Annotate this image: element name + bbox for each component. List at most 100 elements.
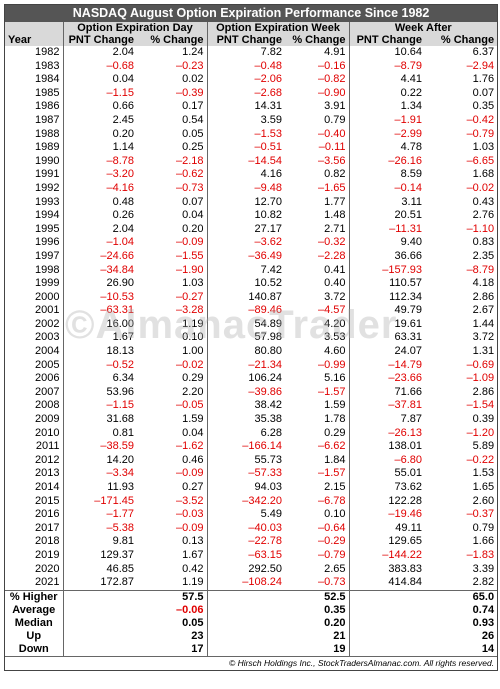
data-row: 2012 14.20 0.46 55.73 1.84 –6.80 –0.22 — [5, 453, 497, 468]
value: 5.16 — [324, 372, 346, 385]
value: 0.81 — [62, 426, 137, 441]
value: 46.85 — [62, 562, 137, 577]
value: –89.46 — [206, 304, 285, 318]
value: –3.52 — [175, 494, 204, 507]
value: –1.15 — [62, 399, 137, 414]
year: 1984 — [35, 73, 60, 86]
value: 0.79 — [324, 113, 346, 126]
value: –0.39 — [175, 86, 204, 99]
summary-row: Up 23 21 26 — [5, 629, 497, 643]
summary-label: Up — [26, 629, 42, 642]
value: –8.78 — [62, 154, 137, 169]
blank — [348, 589, 425, 604]
summary-value: 0.93 — [472, 616, 495, 629]
value: 1.67 — [182, 548, 204, 561]
value: 4.41 — [348, 73, 425, 87]
value: –3.20 — [62, 168, 137, 182]
group-header: Option Expiration Week — [206, 22, 349, 34]
data-row: 2000 –10.53 –0.27 140.87 3.72 112.34 2.86 — [5, 290, 497, 305]
summary-value: 0.35 — [324, 603, 346, 616]
data-row: 1982 2.04 1.24 7.82 4.91 10.64 6.37 — [5, 46, 497, 60]
data-row: 1983 –0.68 –0.23 –0.48 –0.16 –8.79 –2.94 — [5, 59, 497, 74]
data-row: 2016 –1.77 –0.03 5.49 0.10 –19.46 –0.37 — [5, 508, 497, 522]
blank — [62, 616, 137, 630]
value: –3.34 — [62, 467, 137, 481]
value: 35.38 — [206, 413, 285, 427]
value: 3.72 — [472, 331, 495, 344]
value: 0.02 — [182, 73, 204, 86]
blank — [206, 629, 285, 643]
year: 2021 — [35, 576, 60, 589]
value: 1.78 — [324, 413, 346, 426]
blank — [62, 603, 137, 617]
value: 2.04 — [62, 222, 137, 237]
summary-value: 19 — [333, 642, 346, 655]
summary-row: Average –0.06 0.35 0.74 — [5, 603, 497, 617]
performance-table: NASDAQ August Option Expiration Performa… — [5, 5, 498, 671]
value: 122.28 — [348, 494, 425, 509]
value: 4.91 — [324, 46, 346, 58]
value: –8.79 — [348, 59, 425, 74]
group-header: Week After — [348, 22, 498, 34]
value: –37.81 — [348, 399, 425, 414]
data-row: 1987 2.45 0.54 3.59 0.79 –1.91 –0.42 — [5, 113, 497, 128]
value: 1.14 — [62, 141, 137, 155]
value: –19.46 — [348, 508, 425, 522]
value: –0.32 — [317, 236, 346, 249]
value: 0.20 — [182, 222, 204, 235]
year: 1995 — [35, 222, 60, 235]
value: –3.28 — [175, 304, 204, 317]
value: 1.19 — [182, 576, 204, 589]
value: –1.10 — [466, 222, 495, 235]
value: 11.93 — [62, 481, 137, 495]
value: –0.09 — [175, 521, 204, 534]
value: –0.22 — [466, 453, 495, 466]
value: –0.40 — [317, 127, 346, 140]
summary-value: –0.06 — [175, 603, 204, 616]
value: 140.87 — [206, 290, 285, 305]
blank — [206, 589, 285, 604]
summary-label: % Higher — [5, 589, 63, 604]
data-row: 1989 1.14 0.25 –0.51 –0.11 4.78 1.03 — [5, 141, 497, 155]
year: 1983 — [35, 59, 60, 72]
data-row: 2019 129.37 1.67 –63.15 –0.79 –144.22 –1.83 — [5, 548, 497, 563]
value: –342.20 — [206, 494, 285, 509]
value: –39.86 — [206, 385, 285, 400]
data-row: 2009 31.68 1.59 35.38 1.78 7.87 0.39 — [5, 413, 497, 427]
value: –63.31 — [62, 304, 137, 318]
data-row: 2014 11.93 0.27 94.03 2.15 73.62 1.65 — [5, 481, 497, 495]
value: 53.96 — [62, 385, 137, 400]
value: 0.29 — [324, 426, 346, 439]
value: 2.82 — [472, 576, 495, 589]
year: 1988 — [35, 127, 60, 140]
value: –0.02 — [175, 358, 204, 371]
value: 0.29 — [182, 372, 204, 385]
summary-value: 17 — [191, 642, 204, 655]
value: 383.83 — [348, 562, 425, 577]
data-row: 1996 –1.04 –0.09 –3.62 –0.32 9.40 0.83 — [5, 236, 497, 250]
blank — [348, 629, 425, 643]
value: 3.72 — [324, 290, 346, 303]
blank — [5, 22, 63, 34]
value: –171.45 — [62, 494, 137, 509]
year: 1991 — [35, 168, 60, 181]
data-row: 2017 –5.38 –0.09 –40.03 –0.64 49.11 0.79 — [5, 521, 497, 536]
value: –1.83 — [466, 548, 495, 561]
value: 0.22 — [348, 86, 425, 101]
value: 1.59 — [182, 413, 204, 426]
year: 2016 — [35, 508, 60, 521]
value: 0.79 — [472, 521, 495, 534]
value: –1.55 — [175, 249, 204, 262]
summary-value: 52.5 — [285, 589, 349, 604]
year: 1993 — [35, 195, 60, 208]
value: 14.20 — [62, 453, 137, 468]
summary-row: % Higher 57.5 52.5 65.0 — [5, 589, 498, 604]
data-row: 2020 46.85 0.42 292.50 2.65 383.83 3.39 — [5, 562, 497, 577]
value: 12.70 — [206, 195, 285, 210]
value: 1.76 — [472, 73, 495, 86]
value: –1.62 — [175, 440, 204, 453]
year: 1992 — [35, 181, 60, 194]
value: –0.02 — [466, 181, 495, 194]
value: –57.33 — [206, 467, 285, 481]
